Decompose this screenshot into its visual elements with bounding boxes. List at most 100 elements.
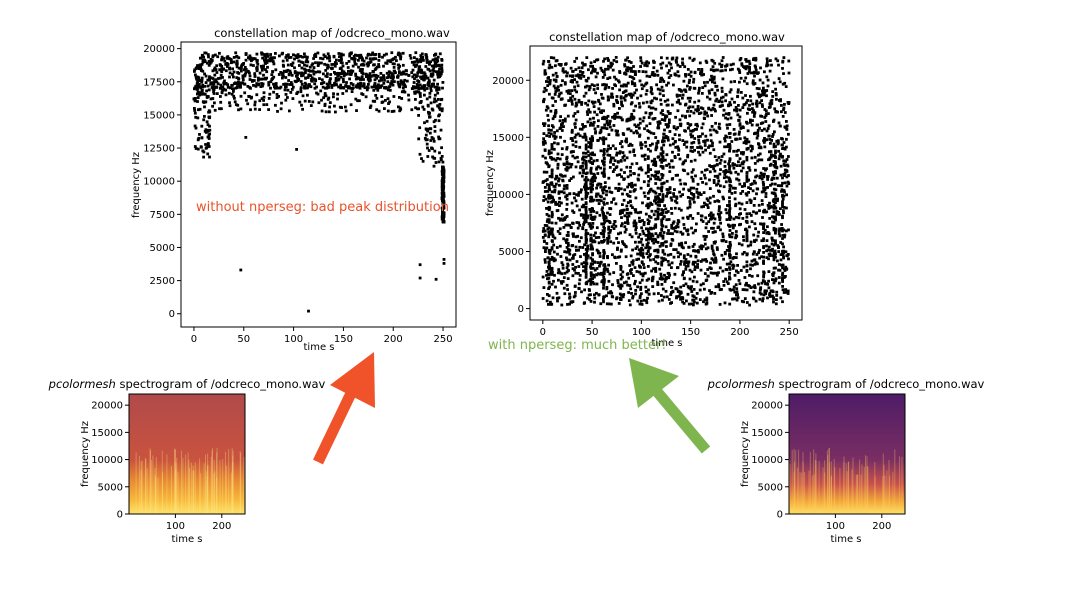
scatter-point	[744, 76, 748, 80]
scatter-point	[774, 93, 778, 97]
scatter-point	[679, 262, 682, 266]
scatter-point	[400, 97, 404, 100]
scatter-point	[718, 215, 721, 219]
scatter-point	[630, 181, 634, 185]
scatter-point	[589, 195, 593, 199]
scatter-point	[541, 62, 545, 66]
scatter-point	[714, 68, 718, 72]
scatter-point	[577, 221, 581, 225]
scatter-point	[612, 227, 616, 230]
scatter-point	[552, 78, 556, 82]
scatter-point	[548, 258, 552, 261]
scatter-point	[644, 144, 648, 148]
scatter-point	[300, 74, 303, 78]
scatter-point	[221, 76, 224, 79]
scatter-point	[602, 300, 605, 304]
scatter-point	[642, 266, 646, 269]
scatter-point	[712, 75, 716, 79]
scatter-point	[610, 225, 614, 229]
scatter-point	[207, 88, 211, 92]
scatter-point	[721, 95, 725, 99]
scatter-point	[262, 99, 265, 102]
scatter-point	[619, 116, 623, 120]
scatter-point	[624, 221, 627, 225]
scatter-point	[642, 84, 646, 88]
scatter-point	[656, 280, 660, 284]
scatter-point	[684, 282, 688, 286]
scatter-point	[566, 303, 569, 306]
scatter-point	[223, 82, 227, 86]
scatter-point	[752, 210, 755, 214]
scatter-point	[693, 275, 696, 279]
scatter-point	[543, 186, 547, 189]
scatter-point	[693, 158, 697, 162]
scatter-point	[597, 202, 601, 205]
scatter-point	[678, 243, 681, 247]
scatter-point	[619, 209, 622, 213]
scatter-point	[711, 231, 715, 234]
scatter-point	[781, 197, 785, 201]
scatter-point	[663, 273, 666, 277]
scatter-point	[437, 137, 441, 141]
scatter-point	[639, 272, 643, 276]
scatter-point	[606, 57, 609, 60]
scatter-point	[626, 220, 630, 224]
scatter-point	[590, 71, 593, 75]
scatter-point	[600, 171, 604, 175]
scatter-point	[644, 212, 648, 216]
scatter-point	[629, 169, 632, 173]
scatter-point	[345, 62, 349, 65]
scatter-point	[573, 78, 576, 81]
scatter-point	[339, 56, 343, 59]
scatter-point	[678, 118, 682, 122]
scatter-point	[693, 148, 696, 152]
scatter-point	[558, 244, 562, 248]
scatter-point	[620, 216, 623, 219]
scatter-point	[212, 90, 215, 94]
scatter-point	[258, 77, 262, 81]
scatter-point	[762, 239, 765, 242]
scatter-point	[564, 70, 567, 74]
scatter-point	[574, 145, 578, 148]
scatter-point	[578, 134, 582, 138]
scatter-point	[634, 70, 637, 73]
scatter-point	[740, 169, 743, 173]
scatter-point	[373, 53, 377, 57]
scatter-point	[667, 81, 670, 85]
scatter-point	[560, 190, 564, 194]
scatter-point	[649, 237, 652, 241]
scatter-point	[637, 235, 640, 239]
scatter-point	[285, 69, 288, 73]
scatter-point	[578, 171, 582, 175]
scatter-point	[552, 198, 555, 202]
scatter-point	[717, 156, 721, 159]
scatter-point	[593, 215, 597, 219]
scatter-point	[697, 89, 701, 92]
scatter-point	[589, 171, 593, 175]
scatter-point	[442, 198, 445, 202]
scatter-point	[558, 227, 562, 231]
scatter-point	[677, 295, 681, 298]
scatter-point	[356, 99, 359, 103]
scatter-point	[612, 104, 616, 108]
scatter-point	[769, 102, 773, 106]
scatter-point	[734, 236, 737, 240]
scatter-point	[722, 152, 726, 156]
scatter-point	[606, 153, 610, 157]
scatter-point	[267, 97, 271, 100]
scatter-point	[648, 113, 652, 116]
scatter-point	[755, 104, 759, 108]
y-axis-label: frequency Hz	[131, 152, 142, 218]
scatter-point	[569, 177, 573, 180]
scatter-point	[782, 106, 786, 110]
scatter-point	[665, 179, 669, 183]
scatter-point	[607, 86, 611, 89]
scatter-point	[609, 95, 613, 99]
scatter-point	[332, 95, 335, 99]
scatter-point	[622, 178, 626, 181]
scatter-point	[620, 222, 624, 225]
scatter-point	[744, 67, 748, 71]
scatter-point	[244, 71, 248, 74]
scatter-point	[765, 138, 769, 142]
scatter-point	[560, 281, 564, 285]
